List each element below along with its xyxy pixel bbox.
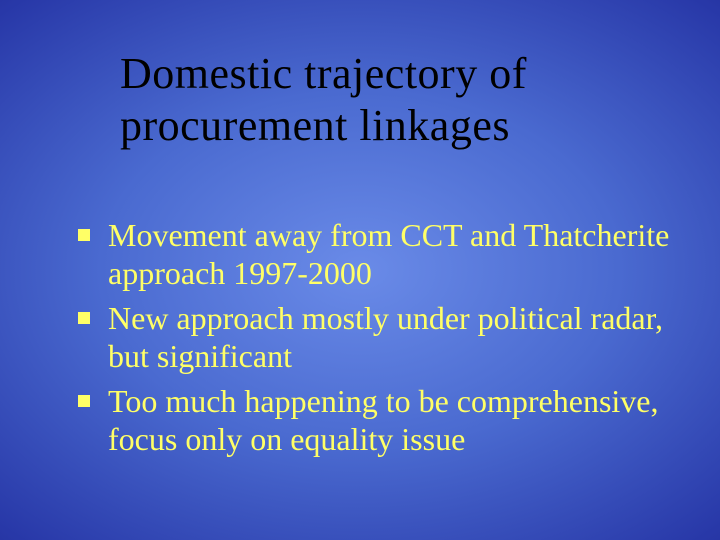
- bullet-text: New approach mostly under political rada…: [108, 299, 670, 376]
- bullet-list: Movement away from CCT and Thatcherite a…: [78, 216, 670, 464]
- bullet-icon: [78, 312, 90, 324]
- list-item: New approach mostly under political rada…: [78, 299, 670, 376]
- bullet-icon: [78, 229, 90, 241]
- slide: Domestic trajectory of procurement linka…: [0, 0, 720, 540]
- list-item: Too much happening to be comprehensive, …: [78, 382, 670, 459]
- bullet-text: Too much happening to be comprehensive, …: [108, 382, 670, 459]
- bullet-icon: [78, 395, 90, 407]
- bullet-text: Movement away from CCT and Thatcherite a…: [108, 216, 670, 293]
- slide-title: Domestic trajectory of procurement linka…: [120, 48, 660, 152]
- list-item: Movement away from CCT and Thatcherite a…: [78, 216, 670, 293]
